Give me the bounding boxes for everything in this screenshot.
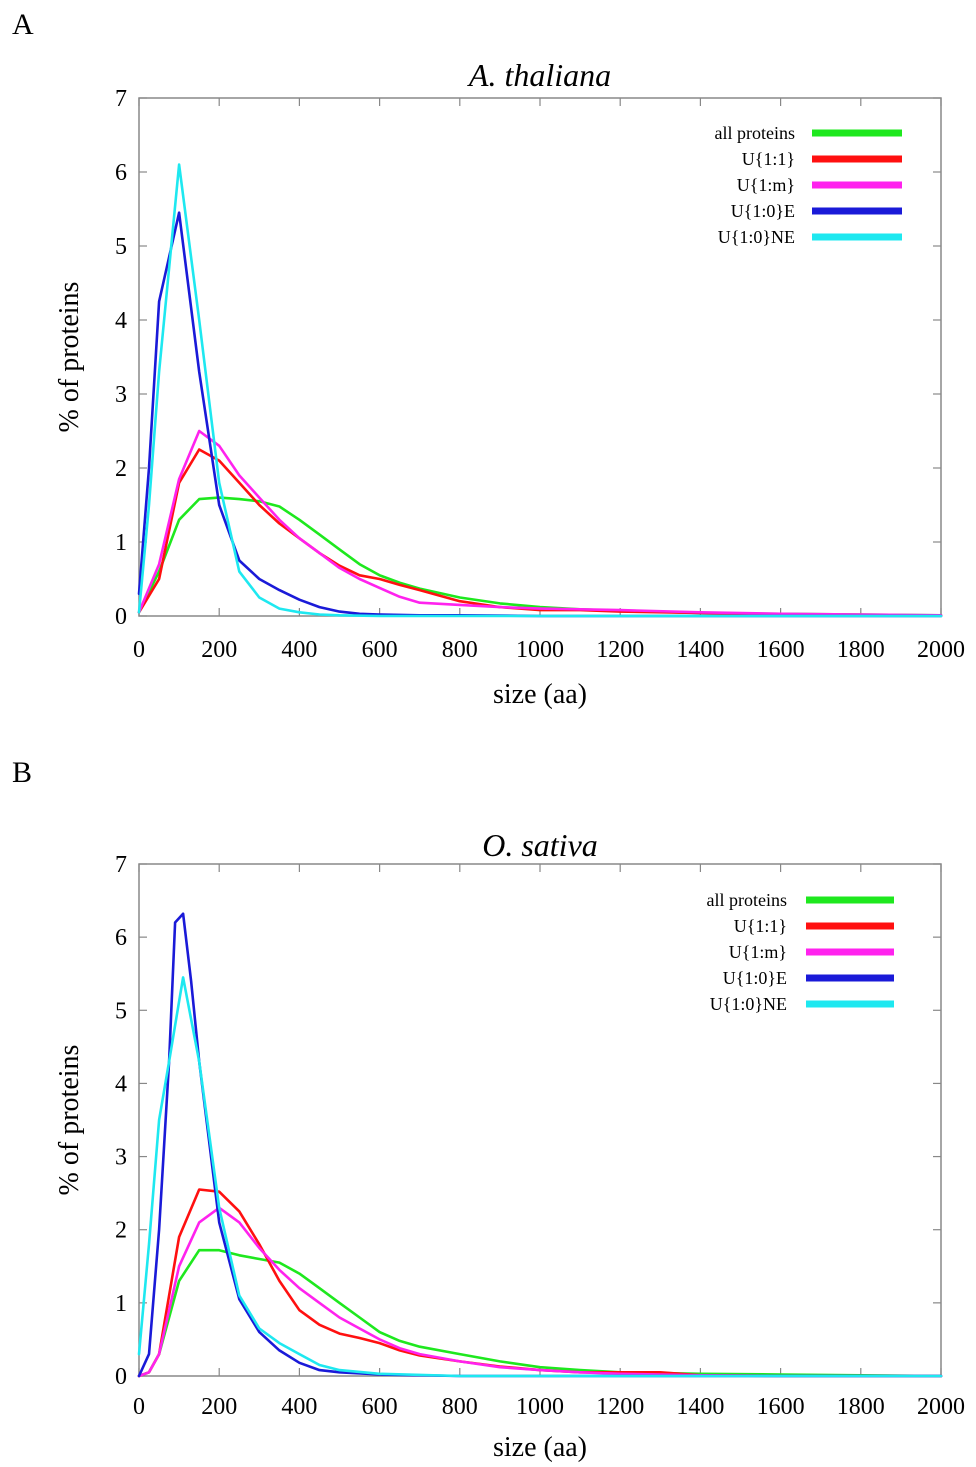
- x-axis-title: size (aa): [493, 679, 587, 710]
- x-tick-label: 1000: [516, 637, 564, 663]
- x-tick-label: 800: [442, 1394, 478, 1420]
- y-tick-label: 7: [115, 86, 127, 112]
- series-line-u-1-1: [137, 1188, 943, 1378]
- y-tick-label: 2: [115, 456, 127, 482]
- legend-label-u-1-m: U{1:m}: [729, 942, 787, 962]
- legend-label-u-1-0-e: U{1:0}E: [723, 968, 787, 988]
- y-tick-label: 0: [115, 1364, 127, 1390]
- y-tick-label: 2: [115, 1218, 127, 1244]
- x-tick-label: 1600: [757, 1394, 805, 1420]
- series-line-u-1-0-e: [137, 912, 943, 1378]
- x-tick-label: 1800: [837, 637, 885, 663]
- y-axis-title: % of proteins: [54, 1045, 85, 1196]
- x-tick-label: 400: [281, 1394, 317, 1420]
- x-tick-label: 1200: [596, 1394, 644, 1420]
- series-line-all-proteins: [137, 1248, 943, 1378]
- legend-label-u-1-0-e: U{1:0}E: [731, 201, 795, 221]
- y-tick-label: 7: [115, 852, 127, 878]
- legend-label-u-1-0-ne: U{1:0}NE: [718, 227, 795, 247]
- x-tick-label: 0: [133, 637, 145, 663]
- y-tick-label: 1: [115, 1291, 127, 1317]
- x-tick-label: 1200: [596, 637, 644, 663]
- series-line-u-1-0-e: [137, 211, 943, 618]
- chart-o-sativa: 0 200 400 600 800 1000 1200 1400 1600 1800 2000 0 1 2…: [54, 827, 965, 1463]
- x-tick-label: 600: [362, 1394, 398, 1420]
- series-line-u-1-m: [137, 1206, 943, 1378]
- legend-label-u-1-1: U{1:1}: [742, 149, 795, 169]
- y-tick-label: 3: [115, 1145, 127, 1171]
- panel-letter-a: A: [12, 8, 34, 41]
- y-tick-label: 0: [115, 604, 127, 630]
- series-line-u-1-1: [137, 448, 943, 617]
- x-tick-label: 0: [133, 1394, 145, 1420]
- legend-label-u-1-1: U{1:1}: [734, 916, 787, 936]
- y-tick-label: 4: [115, 1071, 127, 1097]
- y-tick-label: 1: [115, 530, 127, 556]
- x-tick-label: 1400: [676, 637, 724, 663]
- y-axis-title: % of proteins: [54, 282, 85, 433]
- x-tick-label: 2000: [917, 1394, 965, 1420]
- x-tick-label: 2000: [917, 637, 965, 663]
- y-tick-label: 4: [115, 308, 127, 334]
- x-tick-label: 800: [442, 637, 478, 663]
- chart-a-thaliana: 0 200 400 600 800 1000 1200 1400 1600 1800 2000 0 1 2…: [54, 57, 965, 710]
- series-line-u-1-0-ne: [137, 976, 943, 1378]
- plot-frame: [138, 97, 942, 617]
- x-axis-title: size (aa): [493, 1432, 587, 1463]
- plot-frame: [138, 863, 942, 1377]
- legend-label-all-proteins: all proteins: [707, 890, 787, 910]
- x-tick-label: 400: [281, 637, 317, 663]
- panel-letter-b: B: [12, 756, 33, 789]
- y-tick-label: 6: [115, 160, 127, 186]
- legend-label-u-1-m: U{1:m}: [737, 175, 795, 195]
- y-tick-label: 5: [115, 998, 127, 1024]
- x-tick-label: 600: [362, 637, 398, 663]
- x-tick-label: 200: [201, 1394, 237, 1420]
- y-tick-label: 5: [115, 234, 127, 260]
- x-tick-label: 1000: [516, 1394, 564, 1420]
- x-tick-label: 1600: [757, 637, 805, 663]
- series-line-u-1-m: [137, 429, 943, 617]
- x-tick-label: 1400: [676, 1394, 724, 1420]
- x-tick-label: 1800: [837, 1394, 885, 1420]
- chart-title: A. thaliana: [467, 57, 611, 93]
- series-line-u-1-0-ne: [137, 163, 943, 618]
- legend-label-u-1-0-ne: U{1:0}NE: [710, 994, 787, 1014]
- y-tick-label: 3: [115, 382, 127, 408]
- y-tick-label: 6: [115, 925, 127, 951]
- x-tick-label: 200: [201, 637, 237, 663]
- chart-title: O. sativa: [482, 827, 598, 863]
- legend-label-all-proteins: all proteins: [715, 123, 795, 143]
